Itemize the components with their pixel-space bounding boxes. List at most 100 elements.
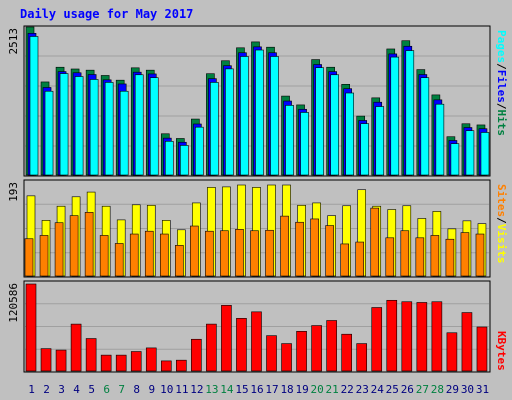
pages-bar bbox=[240, 56, 249, 176]
kbytes-bar bbox=[446, 332, 458, 372]
x-tick-label: 6 bbox=[103, 383, 110, 396]
x-tick-label: 18 bbox=[280, 383, 293, 396]
x-tick-label: 5 bbox=[88, 383, 95, 396]
pages-bar bbox=[285, 105, 294, 176]
sites-bar bbox=[370, 207, 380, 277]
pages-bar bbox=[29, 36, 39, 176]
x-tick-label: 7 bbox=[118, 383, 125, 396]
legend-part: Visits bbox=[495, 224, 508, 264]
kbytes-bar bbox=[341, 333, 352, 372]
pages-bar bbox=[390, 56, 400, 176]
kbytes-bar bbox=[296, 331, 307, 372]
kbytes-bar bbox=[85, 338, 97, 372]
pages-bar bbox=[74, 76, 84, 176]
hits-files-pages-bars bbox=[25, 26, 490, 176]
pages-bar bbox=[315, 67, 324, 176]
sites-bar bbox=[159, 233, 169, 277]
sites-bar bbox=[355, 241, 365, 277]
pages-bar bbox=[405, 50, 415, 176]
sites-bar bbox=[24, 238, 34, 277]
sites-bar bbox=[84, 212, 94, 277]
x-tick-label: 28 bbox=[431, 383, 444, 396]
pages-bar bbox=[104, 82, 114, 176]
x-tick-label: 14 bbox=[220, 383, 234, 396]
sites-bar bbox=[205, 230, 214, 277]
kbytes-bar bbox=[40, 348, 52, 372]
sites-bar bbox=[69, 215, 79, 277]
sites-bar bbox=[400, 230, 410, 277]
pages-bar bbox=[44, 90, 54, 176]
kbytes-bar bbox=[206, 323, 217, 372]
x-tick-label: 31 bbox=[476, 383, 489, 396]
pages-bar bbox=[435, 103, 445, 176]
sites-bar bbox=[385, 237, 395, 277]
x-tick-label: 25 bbox=[386, 383, 399, 396]
x-tick-label: 22 bbox=[341, 383, 354, 396]
x-tick-label: 29 bbox=[446, 383, 459, 396]
sites-bar bbox=[280, 215, 289, 277]
sites-bar bbox=[445, 238, 455, 277]
pages-bar bbox=[480, 132, 490, 176]
kbytes-bar bbox=[221, 305, 232, 372]
pages-bar bbox=[375, 106, 385, 176]
kbytes-bar bbox=[160, 360, 172, 372]
series-legend-label: Pages/Files/Hits bbox=[495, 30, 508, 136]
pages-bar bbox=[465, 130, 475, 176]
pages-bar bbox=[180, 145, 189, 176]
pages-bar bbox=[59, 73, 69, 176]
sites-bar bbox=[39, 235, 49, 277]
hits-files-pages-panel: 2513 Pages/Files/Hits bbox=[7, 25, 508, 177]
pages-bar bbox=[195, 126, 204, 176]
pages-bar bbox=[164, 141, 174, 176]
sites-bar bbox=[310, 218, 319, 277]
x-tick-label: 23 bbox=[356, 383, 369, 396]
sites-bar bbox=[190, 225, 199, 277]
kbytes-bar bbox=[476, 326, 488, 372]
kbytes-bar bbox=[416, 302, 428, 372]
legend-part: Sites bbox=[495, 184, 508, 217]
sites-visits-bars bbox=[24, 184, 487, 277]
series-legend-label: KBytes bbox=[495, 331, 508, 371]
series-legend-label: Sites/Visits bbox=[495, 184, 508, 264]
sites-bar bbox=[430, 235, 440, 277]
x-tick-label: 21 bbox=[326, 383, 339, 396]
x-tick-label: 24 bbox=[371, 383, 385, 396]
sites-bar bbox=[144, 230, 154, 277]
kbytes-bar bbox=[461, 312, 473, 372]
pages-bar bbox=[255, 49, 264, 176]
legend-part: / bbox=[495, 63, 508, 70]
sites-bar bbox=[175, 245, 184, 277]
x-tick-label: 12 bbox=[190, 383, 203, 396]
pages-bar bbox=[420, 77, 430, 176]
x-tick-label: 26 bbox=[401, 383, 414, 396]
pages-bar bbox=[149, 77, 159, 176]
sites-bar bbox=[325, 225, 334, 277]
x-tick-label: 8 bbox=[133, 383, 140, 396]
sites-bar bbox=[295, 221, 304, 277]
sites-bar bbox=[99, 235, 109, 277]
kbytes-bar bbox=[55, 349, 67, 372]
sites-bar bbox=[250, 230, 259, 277]
x-tick-label: 11 bbox=[175, 383, 188, 396]
kbytes-bar bbox=[356, 343, 368, 372]
kbytes-bar bbox=[145, 347, 157, 372]
kbytes-bar bbox=[236, 318, 247, 372]
sites-bar bbox=[54, 222, 64, 277]
x-axis-day-labels: 1 2 3 4 5 6 7 8 9 10 11 12 13 14 15 16 17 18 19 20 21 22 23 24 2… bbox=[28, 383, 489, 396]
kbytes-bar bbox=[25, 283, 37, 372]
pages-bar bbox=[330, 74, 339, 176]
sites-bar bbox=[265, 229, 274, 277]
x-tick-label: 4 bbox=[73, 383, 80, 396]
pages-bar bbox=[225, 68, 234, 176]
x-tick-label: 15 bbox=[235, 383, 248, 396]
kbytes-bar bbox=[281, 343, 292, 372]
pages-bar bbox=[210, 82, 219, 176]
kbytes-bar bbox=[326, 320, 337, 372]
x-tick-label: 27 bbox=[416, 383, 429, 396]
kbytes-bar bbox=[371, 307, 383, 372]
pages-bar bbox=[270, 56, 279, 176]
kbytes-bar bbox=[401, 301, 413, 372]
x-tick-label: 17 bbox=[265, 383, 278, 396]
y-max-label: 120586 bbox=[7, 283, 20, 323]
